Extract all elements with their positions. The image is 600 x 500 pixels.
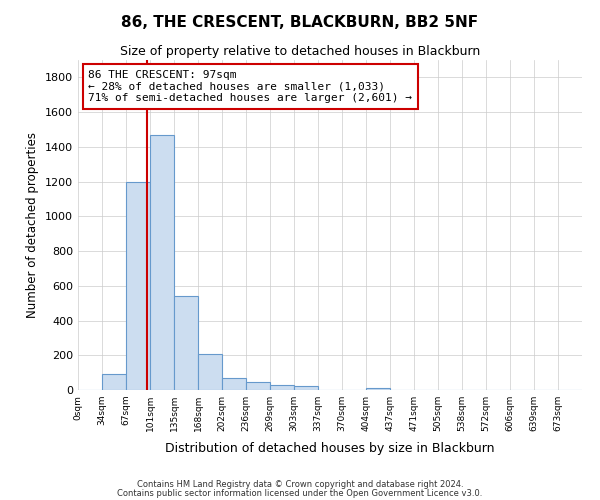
Text: Contains public sector information licensed under the Open Government Licence v3: Contains public sector information licen… (118, 488, 482, 498)
Bar (174, 296, 198, 390)
Bar (294, 386, 318, 390)
Bar (222, 378, 246, 390)
Text: 86 THE CRESCENT: 97sqm
← 28% of detached houses are smaller (1,033)
71% of semi-: 86 THE CRESCENT: 97sqm ← 28% of detached… (88, 70, 412, 103)
X-axis label: Distribution of detached houses by size in Blackburn: Distribution of detached houses by size … (165, 442, 495, 456)
Bar (246, 382, 270, 390)
Bar (150, 134, 174, 390)
Text: Contains HM Land Registry data © Crown copyright and database right 2024.: Contains HM Land Registry data © Crown c… (137, 480, 463, 489)
Bar (270, 385, 294, 390)
Y-axis label: Number of detached properties: Number of detached properties (26, 132, 40, 318)
Text: 86, THE CRESCENT, BLACKBURN, BB2 5NF: 86, THE CRESCENT, BLACKBURN, BB2 5NF (121, 15, 479, 30)
Bar (126, 182, 150, 390)
Text: Size of property relative to detached houses in Blackburn: Size of property relative to detached ho… (120, 45, 480, 58)
Bar (366, 388, 390, 390)
Bar (102, 374, 126, 390)
Bar (198, 354, 222, 390)
